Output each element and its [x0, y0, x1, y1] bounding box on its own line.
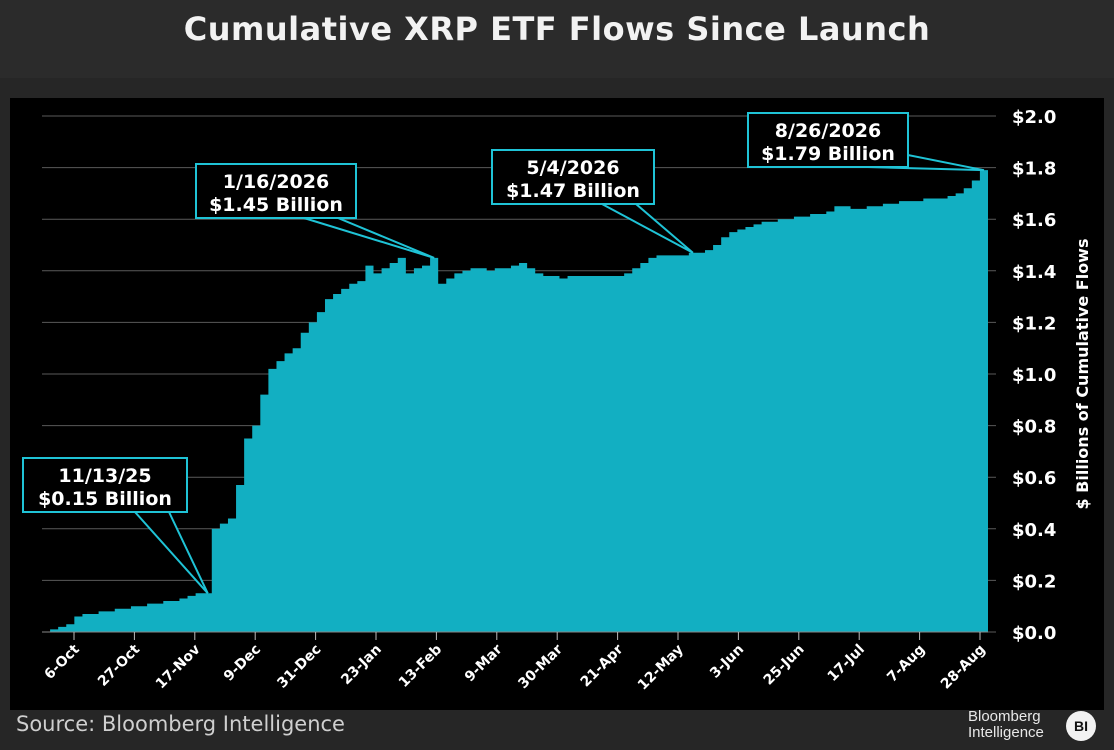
callout-date: 11/13/25: [58, 465, 151, 487]
bi-logo-icon: BI: [1066, 711, 1096, 741]
callout-box: [195, 163, 357, 219]
callout-pointer: [132, 511, 209, 594]
x-tick-label: 3-Jun: [707, 642, 747, 682]
y-tick-label: $0.8: [1012, 417, 1056, 438]
x-tick-label: 23-Jan: [338, 642, 385, 689]
source-note: Source: Bloomberg Intelligence: [16, 712, 345, 736]
callout-pointer: [303, 217, 435, 259]
callout-value: $1.47 Billion: [506, 180, 640, 202]
y-tick-label: $1.6: [1012, 210, 1056, 231]
x-tick-label: 21-Apr: [578, 641, 627, 690]
x-tick-label: 6-Oct: [41, 641, 83, 683]
x-tick-label: 17-Nov: [153, 642, 204, 693]
y-tick-label: $1.8: [1012, 159, 1056, 180]
chart-svg: $0.0 $0.2 $0.4 $0.6 $0.8 $1.0 $1.2 $1.4 $1.6 $1.8…: [22, 107, 1092, 694]
x-tick-label: 25-Jun: [761, 642, 808, 689]
callout-value: $1.45 Billion: [209, 194, 343, 216]
callout-date: 5/4/2026: [526, 157, 619, 179]
y-tick-label: $1.0: [1012, 365, 1056, 386]
series-area: [42, 170, 988, 632]
y-tick-label: $0.2: [1012, 571, 1056, 592]
y-tick-label: $1.2: [1012, 313, 1056, 334]
y-tick-label: $0.0: [1012, 623, 1056, 644]
callout-value: $1.79 Billion: [761, 143, 895, 165]
brand-line-1: Bloomberg: [968, 708, 1041, 725]
chart-title: Cumulative XRP ETF Flows Since Launch: [183, 10, 931, 48]
x-tick-label: 7-Aug: [884, 642, 928, 686]
brand-name: Bloomberg Intelligence: [968, 709, 1044, 741]
x-tick-label: 28-Aug: [938, 642, 989, 693]
brand-line-2: Intelligence: [968, 724, 1044, 741]
y-tick-label: $2.0: [1012, 107, 1056, 128]
y-tick-label: $0.6: [1012, 468, 1056, 489]
x-tick-label: 9-Dec: [221, 642, 264, 685]
callout-box: [22, 457, 188, 513]
y-tick-label: $1.4: [1012, 262, 1056, 283]
title-bar: [0, 0, 1114, 78]
callout-box: [491, 149, 655, 205]
callout-date: 8/26/2026: [775, 120, 881, 142]
x-tick-label: 13-Feb: [396, 642, 445, 691]
y-tick-label: $0.4: [1012, 520, 1056, 541]
x-tick-label: 27-Oct: [95, 641, 143, 689]
x-tick-label: 30-Mar: [515, 641, 566, 692]
x-tick-label: 17-Jul: [825, 642, 868, 685]
callout-box: [747, 112, 909, 168]
x-tick-label: 12-May: [635, 642, 687, 694]
callout-date: 1/16/2026: [223, 171, 329, 193]
x-tick-label: 9-Mar: [462, 641, 506, 685]
callout-pointer: [601, 203, 694, 254]
x-tick-label: 31-Dec: [274, 642, 324, 692]
y-axis-title: $ Billions of Cumulative Flows: [1073, 238, 1092, 509]
callout-value: $0.15 Billion: [38, 488, 172, 510]
